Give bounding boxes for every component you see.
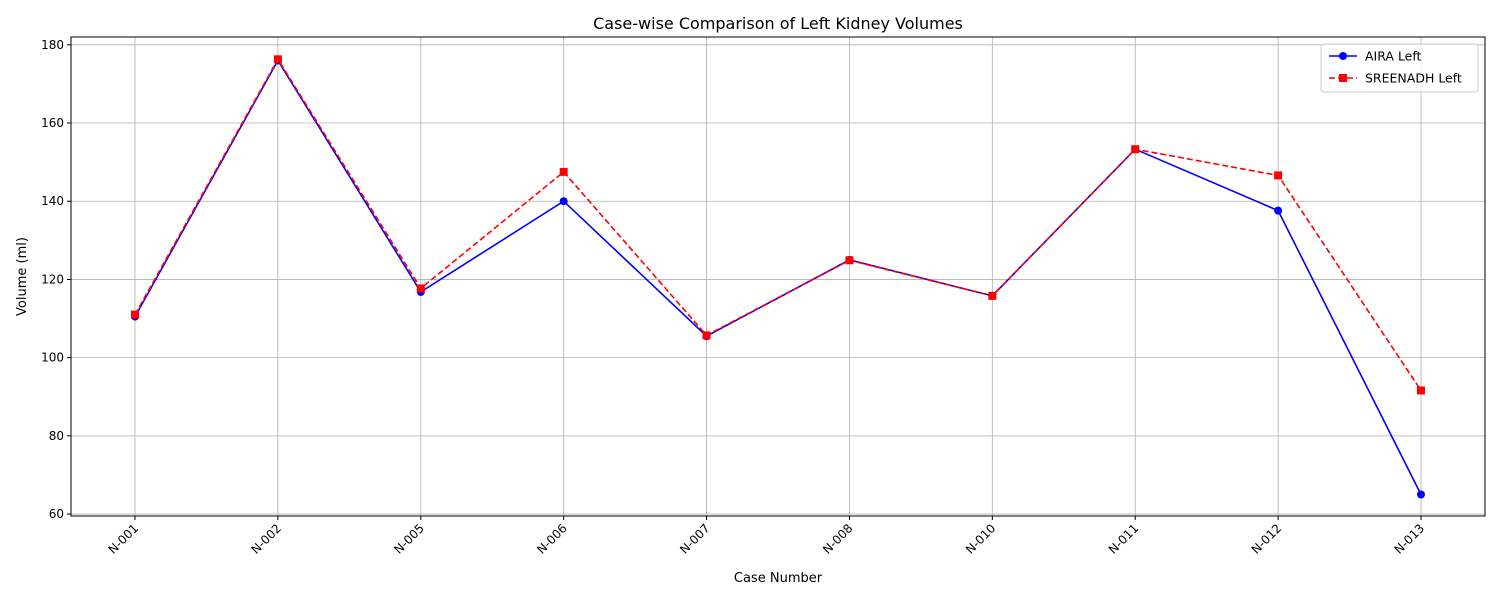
series-layer (131, 55, 1425, 499)
series-line-aira (134, 58, 1422, 495)
legend-label-sreenadh: SREENADH Left (1365, 71, 1462, 86)
plot-frame (70, 36, 1486, 517)
series-sreenadh (131, 55, 1425, 395)
y-tick-label: 180 (41, 38, 64, 52)
x-tick-label: N-012 (1249, 521, 1285, 557)
legend: AIRA Left SREENADH Left (1320, 43, 1479, 93)
x-tick-label: N-013 (1392, 521, 1428, 557)
x-tick-label: N-001 (106, 521, 142, 557)
data-point-aira (1417, 490, 1425, 499)
data-point-aira (559, 197, 568, 206)
grid-lines (71, 37, 1485, 516)
x-axis: N-001 N-002 N-005 N-006 N-007 N-008 N-010 N-011… (106, 516, 1428, 557)
data-point-sreenadh (416, 284, 425, 293)
x-tick-label: N-011 (1106, 521, 1142, 557)
x-axis-title: Case Number (734, 571, 823, 586)
y-tick-label: 160 (41, 116, 64, 130)
data-point-sreenadh (702, 331, 711, 340)
y-tick-label: 60 (49, 507, 64, 521)
y-tick-label: 120 (41, 272, 64, 286)
x-tick-label: N-002 (249, 521, 285, 557)
data-point-sreenadh (1417, 386, 1425, 395)
data-point-sreenadh (273, 55, 282, 64)
series-line-sreenadh (134, 57, 1422, 391)
data-point-sreenadh (988, 291, 997, 300)
y-axis: 60 80 100 120 140 160 180 (41, 38, 71, 521)
x-tick-label: N-006 (534, 521, 570, 557)
chart-title: Case-wise Comparison of Left Kidney Volu… (593, 14, 963, 33)
legend-box (1320, 43, 1479, 93)
y-tick-label: 140 (41, 194, 64, 208)
data-point-aira (1274, 206, 1283, 215)
data-point-sreenadh (131, 310, 139, 319)
data-point-sreenadh (1274, 171, 1283, 180)
x-tick-label: N-005 (391, 521, 427, 557)
data-point-sreenadh (559, 167, 568, 176)
x-tick-label: N-008 (820, 521, 856, 557)
legend-marker-aira (1339, 52, 1347, 60)
legend-label-aira: AIRA Left (1365, 49, 1422, 64)
x-tick-label: N-007 (677, 521, 713, 557)
y-axis-title: Volume (ml) (15, 237, 30, 316)
y-tick-label: 100 (41, 351, 64, 365)
x-tick-label: N-010 (963, 521, 999, 557)
legend-marker-sreenadh (1339, 74, 1347, 82)
data-point-sreenadh (1131, 145, 1140, 154)
y-tick-label: 80 (49, 429, 64, 443)
data-point-sreenadh (845, 256, 854, 265)
